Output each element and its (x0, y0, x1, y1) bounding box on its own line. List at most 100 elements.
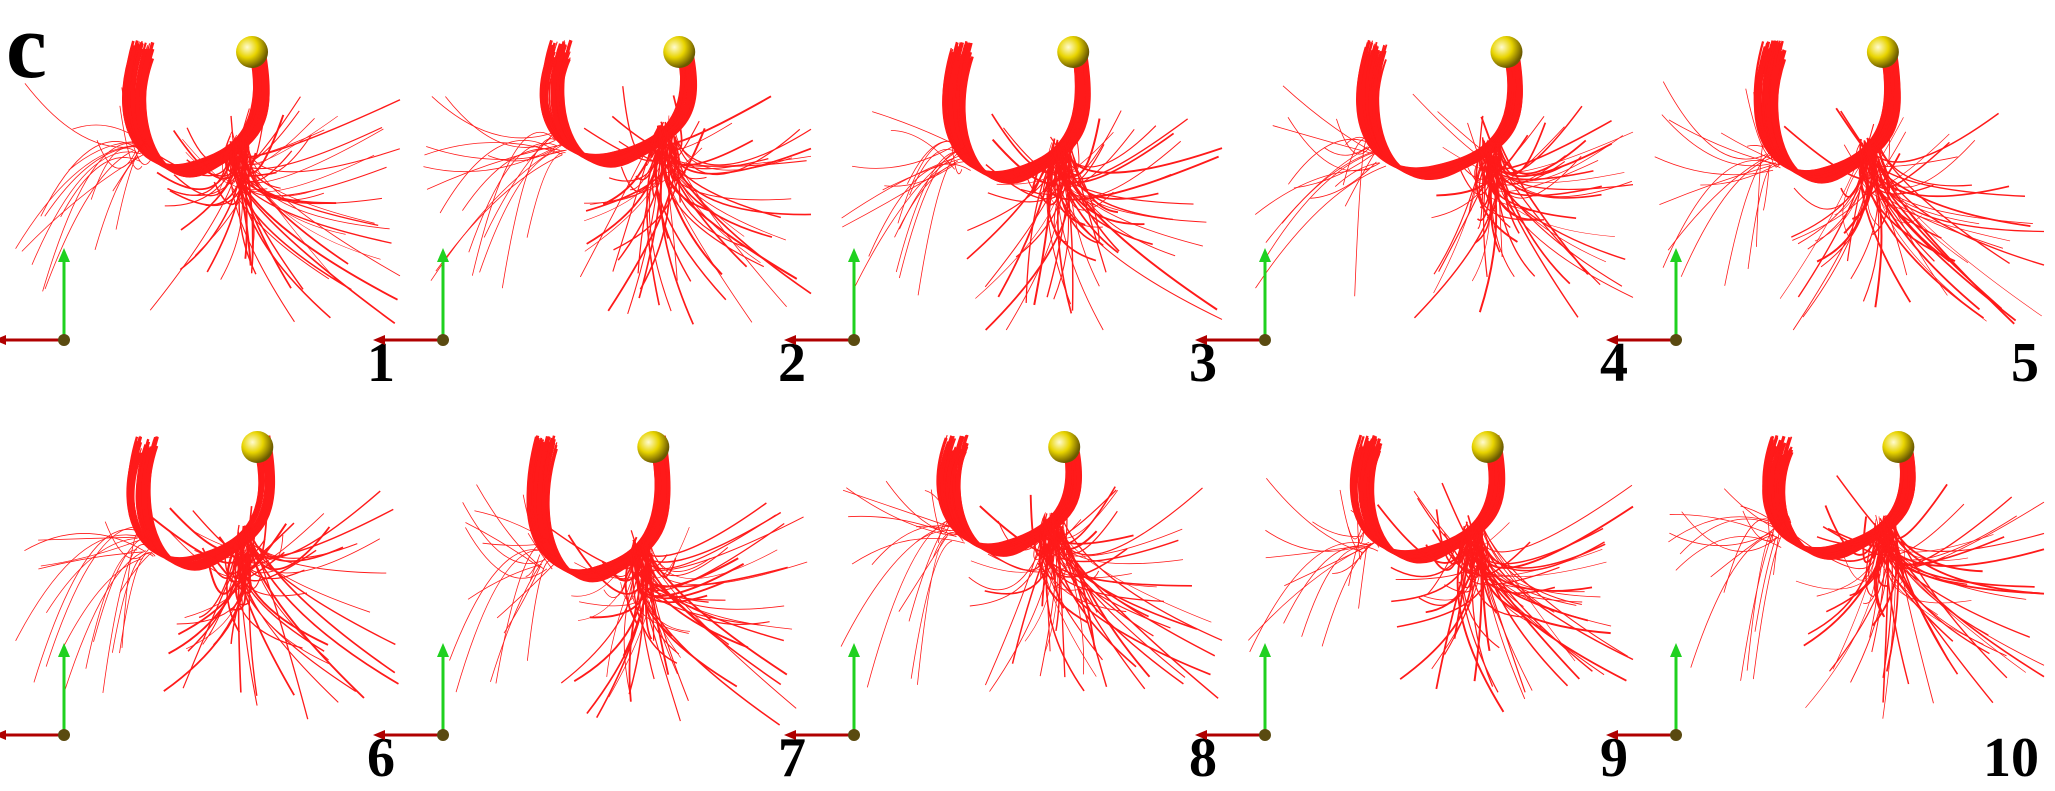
fiber-streamline (1807, 523, 1876, 635)
fiber-streamline (1762, 438, 1903, 550)
fiber-streamline (130, 436, 265, 563)
fiber-streamline (465, 527, 548, 579)
fiber-streamline (1350, 509, 1380, 548)
fiber-streamline (1038, 528, 1089, 624)
fiber-streamline (42, 142, 133, 292)
fiber-streamline (1480, 144, 1577, 219)
fiber-streamline (550, 54, 690, 162)
fiber-streamline (899, 158, 953, 230)
fiber-streamline (890, 129, 955, 170)
orientation-axes-icon (1606, 248, 1682, 346)
seed-sphere-icon (663, 36, 696, 68)
fiber-streamline (179, 152, 247, 271)
fiber-streamline (213, 159, 247, 205)
fiber-streamline (962, 42, 1090, 184)
fiber-streamline (1354, 139, 1370, 297)
fiber-streamline (487, 149, 553, 162)
fiber-streamline (885, 480, 963, 536)
fiber-streamline (1068, 156, 1100, 242)
fiber-streamline (503, 566, 541, 634)
fiber-streamline (115, 138, 147, 230)
fiber-streamline (1037, 538, 1056, 580)
fiber-streamline (231, 157, 352, 291)
fiber-streamline (665, 137, 773, 238)
orientation-axes-icon (373, 643, 449, 741)
fiber-streamline (1774, 447, 1910, 555)
fiber-streamline (224, 135, 330, 280)
fiber-streamline (1886, 539, 1972, 604)
fiber-streamline (1874, 135, 1890, 168)
fiber-streamline (1049, 512, 1184, 565)
fiber-streamline (139, 40, 268, 177)
fiber-streamline (1425, 525, 1466, 571)
fiber-streamline (894, 161, 964, 238)
fiber-streamline (1856, 141, 1958, 168)
fiber-streamline (1874, 518, 1984, 645)
fiber-streamline (186, 132, 245, 177)
fiber-streamline (1669, 531, 1774, 546)
fiber-streamline (851, 538, 965, 565)
fiber-streamline (545, 436, 669, 581)
fiber-tract-rendering (1248, 431, 1634, 713)
fiber-streamline (545, 51, 686, 159)
fiber-streamline (643, 557, 785, 610)
fiber-streamline (1372, 52, 1521, 179)
fiber-streamline (1859, 141, 1912, 303)
fiber-streamline (1490, 116, 1545, 173)
fiber-streamline (1059, 157, 1218, 311)
fiber-streamline (1255, 165, 1387, 289)
fiber-streamline (1871, 149, 1980, 225)
fiber-streamline (445, 96, 556, 148)
fiber-streamline (1873, 527, 1889, 617)
fiber-streamline (1668, 119, 1781, 166)
fiber-streamline (1478, 161, 1545, 221)
fiber-streamline (622, 86, 665, 155)
fiber-streamline (38, 551, 144, 570)
fiber-streamline (1668, 516, 1780, 543)
fiber-streamline (1045, 486, 1116, 546)
fiber-streamline (613, 133, 680, 251)
fiber-streamline (1418, 546, 1478, 606)
fiber-bundle (1654, 40, 2045, 331)
fiber-streamline (15, 534, 154, 642)
fiber-streamline (1720, 132, 1780, 163)
fiber-streamline (630, 125, 667, 191)
fiber-streamline (1265, 529, 1370, 552)
fiber-streamline (1412, 93, 1502, 164)
subject-number: 9 (1600, 727, 1628, 789)
fiber-streamline (424, 142, 563, 156)
fiber-streamline (1356, 493, 1362, 560)
fiber-streamline (229, 150, 396, 325)
orientation-axes-icon (784, 643, 860, 741)
fiber-streamline (1807, 145, 1868, 250)
fiber-streamline (229, 110, 300, 164)
fiber-streamline (645, 547, 788, 676)
fiber-streamline (1680, 155, 1780, 277)
fiber-streamline (226, 543, 241, 633)
fiber-streamline (1669, 514, 1781, 540)
fiber-streamline (31, 151, 141, 265)
seed-sphere-icon (1057, 36, 1090, 68)
fiber-streamline (431, 96, 563, 139)
fiber-streamline (948, 111, 963, 175)
fiber-streamline (1679, 518, 1780, 555)
fiber-streamline (1433, 160, 1483, 275)
fiber-streamline (1756, 141, 1767, 247)
fiber-streamline (1489, 105, 1583, 175)
fiber-streamline (908, 516, 952, 622)
fiber-tract-rendering (1668, 431, 2045, 719)
fiber-streamline (1266, 152, 1374, 257)
fiber-tract-rendering (1254, 36, 1634, 319)
fiber-streamline (1747, 145, 1782, 158)
fiber-streamline (1490, 139, 1601, 286)
fiber-streamline (571, 540, 636, 597)
fiber-streamline (942, 47, 1077, 173)
fiber-streamline (525, 554, 541, 577)
seed-sphere-icon (1866, 36, 1899, 68)
fiber-streamline (653, 95, 772, 147)
fiber-streamline (1879, 526, 2045, 567)
fiber-streamline (895, 151, 971, 273)
fiber-streamline (1248, 542, 1375, 641)
fiber-tract-rendering (423, 36, 812, 325)
fiber-streamline (1690, 534, 1775, 668)
